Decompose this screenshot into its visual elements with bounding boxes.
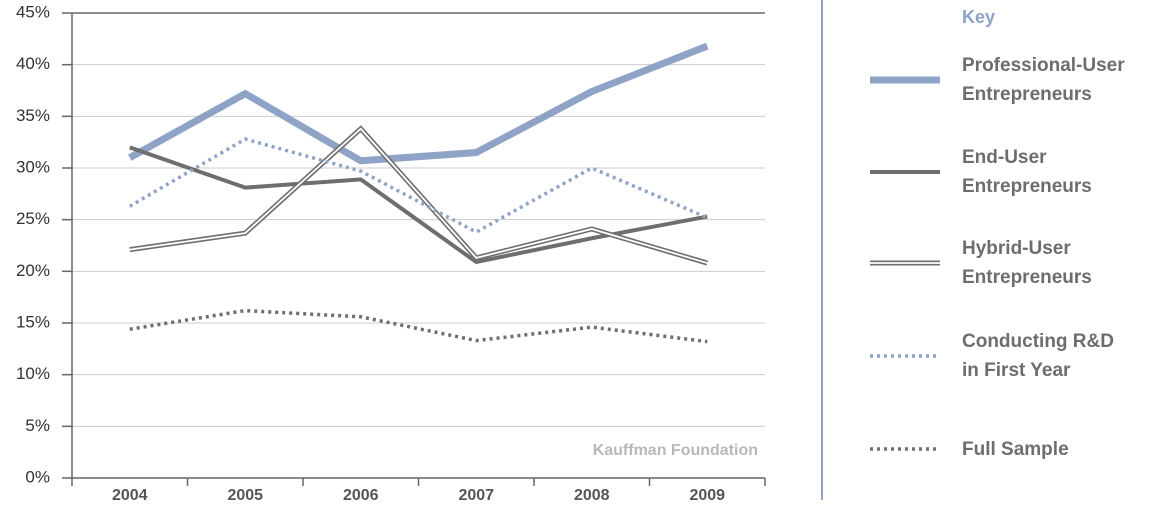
series-line xyxy=(128,42,709,165)
x-tick-label: 2005 xyxy=(227,487,263,504)
x-tick-label: 2008 xyxy=(574,487,610,504)
legend-label: Conducting R&D in First Year xyxy=(962,331,1114,381)
legend-label: Professional-User Entrepreneurs xyxy=(962,55,1125,105)
series-line xyxy=(128,137,708,235)
y-tick-label: 45% xyxy=(16,2,50,21)
y-tick-label: 5% xyxy=(25,416,50,435)
series-line xyxy=(129,145,708,265)
x-tick-label: 2007 xyxy=(458,487,494,504)
x-tick-label: 2009 xyxy=(689,487,725,504)
y-tick-label: 20% xyxy=(16,261,50,280)
legend-label: End-User Entrepreneurs xyxy=(962,147,1092,197)
annotation: Kauffman Foundation xyxy=(593,442,758,459)
x-tick-label: 2006 xyxy=(343,487,379,504)
legend-label: Full Sample xyxy=(962,438,1069,460)
y-tick-label: 10% xyxy=(16,364,50,383)
legend-label: Hybrid-User Entrepreneurs xyxy=(962,238,1092,288)
y-tick-label: 35% xyxy=(16,106,50,125)
series-line xyxy=(129,308,708,344)
y-tick-label: 15% xyxy=(16,312,50,331)
y-tick-label: 25% xyxy=(16,209,50,228)
series-line xyxy=(129,125,708,266)
series-line-inner xyxy=(129,127,708,264)
y-tick-label: 30% xyxy=(16,157,50,176)
x-tick-label: 2004 xyxy=(112,487,148,504)
y-tick-label: 40% xyxy=(16,54,50,73)
legend-title: Key xyxy=(962,7,995,27)
y-tick-label: 0% xyxy=(25,467,50,486)
